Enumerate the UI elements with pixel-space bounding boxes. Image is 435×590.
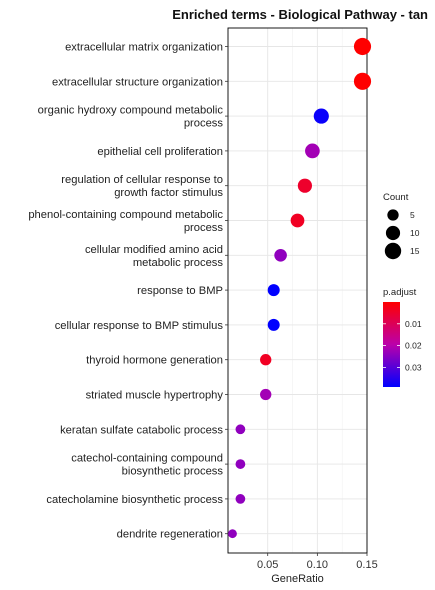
y-tick-label-5: phenol-containing compound metabolic proc… xyxy=(28,209,223,234)
y-tick-label-0: extracellular matrix organization xyxy=(65,42,223,54)
data-point-8 xyxy=(267,318,280,331)
padjust-legend: p.adjust 0.01 0.02 0.03 xyxy=(383,287,422,387)
data-point-7 xyxy=(267,284,280,297)
y-tick-label-line: epithelial cell proliferation xyxy=(97,146,223,158)
data-point-14 xyxy=(228,529,237,539)
x-axis-title: GeneRatio xyxy=(271,573,324,585)
y-tick-label-12: catechol-containing compound biosynthetic… xyxy=(71,453,223,478)
data-point-10 xyxy=(260,388,272,401)
y-tick-label-6: cellular modified amino acid metabolic pr… xyxy=(85,244,223,269)
padjust-legend-label-2: 0.03 xyxy=(405,362,422,372)
data-point-13 xyxy=(235,494,246,504)
y-tick-label-10: striated muscle hypertrophy xyxy=(86,390,224,402)
chart-title: Enriched terms - Biological Pathway - ta… xyxy=(172,7,428,22)
y-tick-label-line: growth factor stimulus xyxy=(114,187,223,199)
x-tick-label-1: 0.10 xyxy=(307,559,328,571)
count-legend: Count 5 10 15 xyxy=(383,192,420,260)
y-tick-label-line: cellular modified amino acid xyxy=(85,244,223,256)
count-legend-label-1: 10 xyxy=(410,228,420,238)
y-axis-labels: extracellular matrix organization extrace… xyxy=(28,42,223,541)
y-tick-label-line: catecholamine biosynthetic process xyxy=(46,494,223,506)
y-tick-label-line: response to BMP xyxy=(137,285,223,297)
y-tick-label-line: extracellular matrix organization xyxy=(65,42,223,54)
y-tick-label-line: metabolic process xyxy=(133,257,224,269)
y-tick-label-9: thyroid hormone generation xyxy=(86,355,223,367)
count-legend-key-1 xyxy=(385,225,401,241)
y-tick-label-line: cellular response to BMP stimulus xyxy=(55,320,224,332)
y-tick-label-3: epithelial cell proliferation xyxy=(97,146,223,158)
padjust-legend-label-1: 0.02 xyxy=(405,341,422,351)
data-point-6 xyxy=(274,249,287,262)
y-tick-label-1: extracellular structure organization xyxy=(52,76,223,88)
y-tick-label-14: dendrite regeneration xyxy=(117,529,223,541)
y-tick-label-line: organic hydroxy compound metabolic xyxy=(38,105,224,117)
y-tick-label-2: organic hydroxy compound metabolic proces… xyxy=(38,105,224,130)
data-point-9 xyxy=(260,354,272,366)
y-tick-label-4: regulation of cellular response to growth… xyxy=(61,174,223,199)
y-tick-label-13: catecholamine biosynthetic process xyxy=(46,494,223,506)
data-points xyxy=(228,37,372,539)
y-tick-label-line: regulation of cellular response to xyxy=(61,174,223,186)
count-legend-label-0: 5 xyxy=(410,210,415,220)
data-point-4 xyxy=(297,178,312,193)
y-tick-label-line: process xyxy=(184,222,224,234)
y-tick-label-line: thyroid hormone generation xyxy=(86,355,223,367)
data-point-2 xyxy=(313,108,329,124)
padjust-legend-label-0: 0.01 xyxy=(405,319,422,329)
y-tick-label-line: process xyxy=(184,118,224,130)
y-tick-label-7: response to BMP xyxy=(137,285,223,297)
count-legend-label-2: 15 xyxy=(410,246,420,256)
data-point-5 xyxy=(290,213,305,228)
x-axis: 0.05 0.10 0.15 xyxy=(257,553,378,571)
count-legend-key-0 xyxy=(387,209,399,221)
data-point-1 xyxy=(353,72,372,90)
data-point-12 xyxy=(235,459,246,469)
y-tick-label-line: extracellular structure organization xyxy=(52,76,223,88)
data-point-0 xyxy=(353,37,372,56)
count-legend-key-2 xyxy=(384,242,402,260)
data-point-3 xyxy=(305,143,320,159)
y-tick-label-line: phenol-containing compound metabolic xyxy=(28,209,223,221)
y-tick-label-line: catechol-containing compound xyxy=(71,453,223,465)
x-tick-label-2: 0.15 xyxy=(356,559,377,571)
data-point-11 xyxy=(235,424,246,435)
count-legend-title: Count xyxy=(383,192,409,203)
y-tick-label-8: cellular response to BMP stimulus xyxy=(55,320,224,332)
padjust-colorbar xyxy=(383,302,400,387)
y-tick-label-line: keratan sulfate catabolic process xyxy=(60,424,223,436)
grid xyxy=(228,28,368,553)
padjust-legend-title: p.adjust xyxy=(383,287,417,298)
y-axis-ticks xyxy=(225,46,228,535)
x-tick-label-0: 0.05 xyxy=(257,559,278,571)
y-tick-label-line: dendrite regeneration xyxy=(117,529,223,541)
y-tick-label-11: keratan sulfate catabolic process xyxy=(60,424,223,436)
y-tick-label-line: biosynthetic process xyxy=(122,466,224,478)
y-tick-label-line: striated muscle hypertrophy xyxy=(86,390,224,402)
